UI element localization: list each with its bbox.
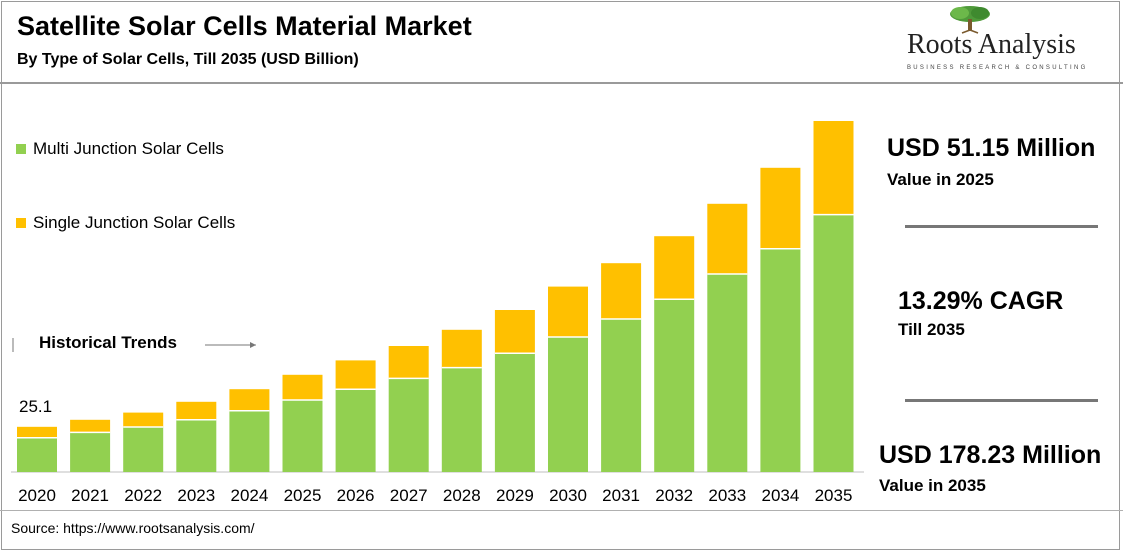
bar-single-junction-2025 [282,374,323,400]
bar-multi-junction-2028 [441,367,482,472]
tree-icon [950,6,990,34]
bar-single-junction-2023 [176,401,217,420]
logo-tagline: BUSINESS RESEARCH & CONSULTING [907,65,1088,71]
bar-single-junction-2021 [70,419,111,433]
x-tick-label-2031: 2031 [602,486,640,505]
x-tick-label-2029: 2029 [496,486,534,505]
x-tick-label-2034: 2034 [761,486,799,505]
bar-multi-junction-2035 [813,214,854,472]
bar-single-junction-2033 [707,203,748,274]
legend-item-single-junction: Single Junction Solar Cells [16,213,235,233]
bars-group: 2020 2021 2022 2023 2024 2025 2026 2027 2028 2029… [17,121,854,505]
bar-multi-junction-2021 [70,432,111,472]
bar-single-junction-2035 [813,121,854,215]
bar-single-junction-2027 [388,346,429,379]
bar-multi-junction-2022 [123,427,164,472]
header-divider [0,82,1123,84]
stat-value-cagr: 13.29% CAGR [898,287,1064,315]
historical-trends-label: Historical Trends [39,333,177,352]
bar-single-junction-2024 [229,389,270,411]
bar-multi-junction-2023 [176,419,217,472]
x-tick-label-2033: 2033 [708,486,746,505]
legend-label-multi-junction: Multi Junction Solar Cells [33,139,224,158]
bar-multi-junction-2025 [282,400,323,472]
bar-multi-junction-2034 [760,248,801,472]
stat-divider-1 [905,225,1098,228]
bar-single-junction-2032 [654,236,695,300]
logo: Roots Analysis BUSINESS RESEARCH & CONSU… [900,4,1110,76]
stat-label-2025: Value in 2025 [887,170,994,189]
chart-title: Satellite Solar Cells Material Market [17,11,472,41]
stat-value-2025: USD 51.15 Million [887,134,1096,162]
stat-label-2035: Value in 2035 [879,476,986,495]
bar-single-junction-2034 [760,167,801,249]
x-tick-label-2025: 2025 [284,486,322,505]
legend-swatch-multi-junction [16,144,26,154]
bar-single-junction-2030 [548,286,588,337]
bar-multi-junction-2033 [707,274,748,472]
bar-multi-junction-2024 [229,410,270,472]
bar-single-junction-2031 [601,263,642,319]
x-tick-label-2028: 2028 [443,486,481,505]
bar-single-junction-2022 [123,412,164,427]
stat-label-cagr: Till 2035 [898,320,965,339]
x-tick-label-2021: 2021 [71,486,109,505]
x-tick-label-2027: 2027 [390,486,428,505]
chart-subtitle: By Type of Solar Cells, Till 2035 (USD B… [17,51,359,68]
legend-item-multi-junction: Multi Junction Solar Cells [16,139,224,159]
bar-single-junction-2026 [335,360,376,390]
bar-single-junction-2028 [441,329,482,368]
x-tick-label-2035: 2035 [815,486,853,505]
bar-multi-junction-2030 [548,337,588,472]
logo-name: Roots Analysis [907,29,1076,60]
x-tick-label-2022: 2022 [124,486,162,505]
legend-label-single-junction: Single Junction Solar Cells [33,213,236,232]
source-note: Source: https://www.rootsanalysis.com/ [11,520,255,536]
bar-multi-junction-2032 [654,299,695,472]
bar-multi-junction-2027 [388,378,429,472]
bar-single-junction-2029 [494,310,535,354]
x-tick-label-2023: 2023 [177,486,215,505]
footer-divider [0,510,1123,511]
bar-multi-junction-2031 [601,319,642,472]
stat-divider-2 [905,399,1098,402]
x-tick-label-2026: 2026 [337,486,375,505]
historical-arrow-head [250,342,256,348]
bar-multi-junction-2029 [494,353,535,472]
bar-multi-junction-2020 [17,437,57,472]
x-tick-label-2032: 2032 [655,486,693,505]
bar-multi-junction-2026 [335,389,376,472]
x-tick-label-2024: 2024 [230,486,268,505]
legend-swatch-single-junction [16,218,26,228]
data-label-2020: 25.1 [19,397,52,416]
x-tick-label-2030: 2030 [549,486,587,505]
bar-single-junction-2020 [17,426,57,438]
stat-value-2035: USD 178.23 Million [879,441,1102,469]
x-tick-label-2020: 2020 [18,486,56,505]
